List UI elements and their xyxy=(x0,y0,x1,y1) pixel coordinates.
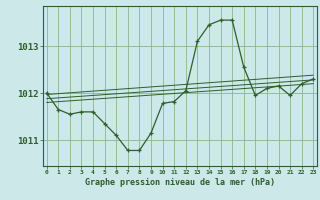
X-axis label: Graphe pression niveau de la mer (hPa): Graphe pression niveau de la mer (hPa) xyxy=(85,178,275,187)
